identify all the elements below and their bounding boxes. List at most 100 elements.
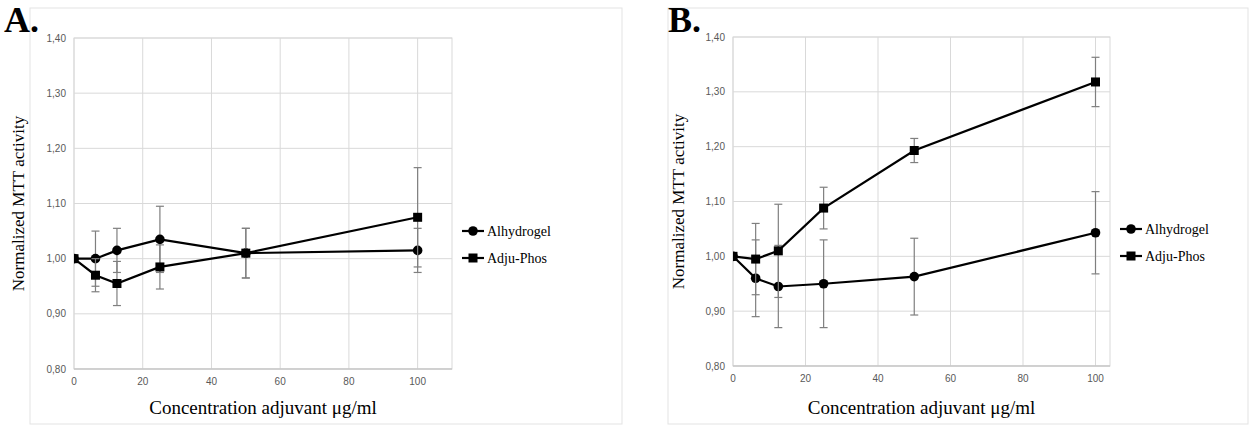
legend-marker [468, 226, 478, 236]
error-cap [113, 305, 121, 306]
data-point [74, 254, 79, 263]
grid-line [74, 369, 452, 370]
data-point [155, 235, 165, 245]
x-tick-label: 20 [800, 373, 812, 384]
x-axis [733, 366, 1110, 367]
error-cap [242, 228, 250, 229]
error-cap [752, 294, 760, 295]
series-line [733, 82, 1096, 259]
grid-line [1023, 37, 1024, 366]
error-cap [91, 291, 99, 292]
error-bar [156, 206, 164, 272]
y-axis-label: Normalized MTT activity [9, 115, 28, 291]
data-point [112, 279, 121, 288]
data-point [413, 213, 422, 222]
error-bar [752, 223, 760, 294]
legend-marker [1127, 252, 1136, 261]
error-bar [774, 204, 782, 297]
y-tick-label: 1,20 [706, 141, 726, 152]
panel: 0,800,901,001,101,201,301,40020406080100… [668, 0, 1248, 424]
grid-line [733, 256, 1110, 257]
grid-line [74, 258, 452, 259]
data-point [112, 246, 122, 256]
x-tick-label: 80 [1017, 373, 1029, 384]
legend: Alhydrogel Adju-Phos [462, 224, 551, 266]
plot-area [733, 57, 1100, 327]
error-cap [414, 167, 422, 168]
x-tick-label: 40 [206, 376, 218, 387]
grid-line [74, 313, 452, 314]
error-cap [774, 204, 782, 205]
y-tick-label: 1,40 [706, 32, 726, 43]
error-cap [910, 238, 918, 239]
error-cap [774, 297, 782, 298]
y-tick-label: 0,90 [706, 306, 726, 317]
error-bar [910, 138, 918, 162]
y-tick-label: 1,10 [47, 198, 67, 209]
error-cap [1092, 191, 1100, 192]
grid-line [950, 37, 951, 366]
x-axis-label: Concentration adjuvant μg/ml [808, 397, 1036, 418]
grid-line [733, 91, 1110, 92]
error-cap [1092, 106, 1100, 107]
y-tick-label: 1,30 [706, 86, 726, 97]
error-cap [1092, 57, 1100, 58]
error-bar [1092, 57, 1100, 106]
data-point [909, 272, 919, 282]
legend-label: Adju-Phos [1145, 249, 1205, 264]
error-cap [242, 277, 250, 278]
error-cap [113, 261, 121, 262]
x-axis-label: Concentration adjuvant μg/ml [149, 397, 377, 418]
chart-area [30, 8, 622, 424]
data-point [774, 246, 783, 255]
panel-title: B. [668, 0, 701, 40]
error-bar [156, 245, 164, 289]
figure: 0,800,901,001,101,201,301,40020406080100… [0, 0, 1252, 427]
plot-frame [74, 38, 452, 369]
grid-line [211, 38, 212, 369]
legend-label: Adju-Phos [487, 251, 547, 266]
grid-line [348, 38, 349, 369]
error-cap [774, 327, 782, 328]
error-bar [820, 240, 828, 328]
error-cap [242, 277, 250, 278]
series-line [74, 217, 418, 283]
error-cap [910, 314, 918, 315]
x-tick-label: 100 [1087, 373, 1104, 384]
data-point [751, 255, 760, 264]
data-point [819, 204, 828, 213]
legend-label: Alhydrogel [487, 224, 551, 239]
data-point [74, 254, 79, 264]
error-cap [910, 138, 918, 139]
data-point [910, 146, 919, 155]
error-cap [1092, 273, 1100, 274]
y-tick-label: 0,90 [47, 308, 67, 319]
panel: 0,800,901,001,101,201,301,40020406080100… [4, 0, 622, 424]
error-cap [156, 244, 164, 245]
grid-line [733, 311, 1110, 312]
error-bar [910, 238, 918, 315]
y-tick-label: 0,80 [47, 364, 67, 375]
error-cap [156, 288, 164, 289]
x-tick-label: 60 [275, 376, 287, 387]
data-point [1091, 228, 1101, 238]
error-cap [820, 239, 828, 240]
x-axis [74, 369, 452, 370]
plot-area [74, 168, 422, 306]
error-cap [414, 266, 422, 267]
grid-line [878, 37, 879, 366]
data-point [241, 248, 251, 258]
error-cap [820, 327, 828, 328]
error-cap [752, 316, 760, 317]
error-bar [91, 259, 99, 292]
x-tick-label: 40 [872, 373, 884, 384]
x-tick-label: 60 [945, 373, 957, 384]
grid-line [733, 201, 1110, 202]
error-bar [91, 231, 99, 286]
grid-line [74, 203, 452, 204]
x-tick-label: 0 [71, 376, 77, 387]
data-point [241, 249, 250, 258]
x-tick-label: 20 [137, 376, 149, 387]
data-point [733, 252, 738, 261]
error-bar [414, 168, 422, 267]
